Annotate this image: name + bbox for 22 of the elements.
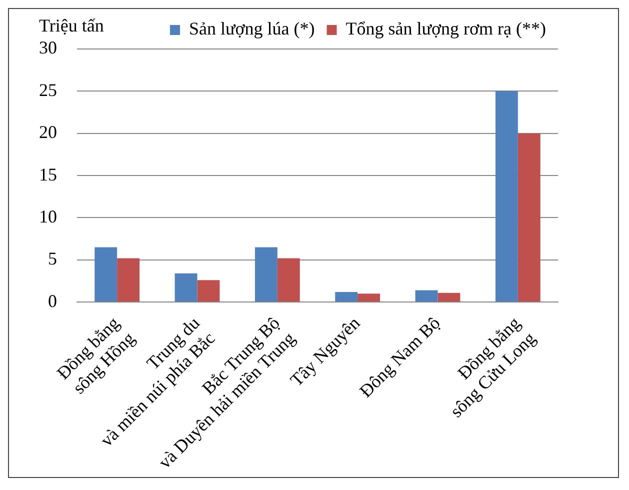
bar [415, 290, 438, 302]
legend-label: Tổng sản lượng rơm rạ (**) [346, 18, 546, 39]
bar [254, 247, 278, 302]
bar [94, 247, 118, 302]
y-axis-title: Triệu tấn [39, 16, 104, 36]
bar [277, 258, 300, 302]
y-tick-label: 5 [48, 248, 57, 269]
bar [117, 258, 140, 302]
y-tick-label: 0 [48, 290, 57, 311]
bar [358, 294, 380, 302]
bar [518, 133, 540, 302]
bar [197, 280, 220, 302]
y-tick-label: 15 [39, 164, 57, 184]
bar [495, 91, 518, 302]
bar [174, 273, 198, 302]
bar [335, 292, 358, 302]
bar [438, 292, 460, 302]
y-tick-label: 20 [39, 122, 57, 142]
y-tick-label: 25 [39, 80, 57, 100]
legend-label: Sản lượng lúa (*) [188, 18, 315, 39]
y-tick-label: 30 [39, 38, 57, 58]
y-tick-label: 10 [39, 206, 57, 226]
